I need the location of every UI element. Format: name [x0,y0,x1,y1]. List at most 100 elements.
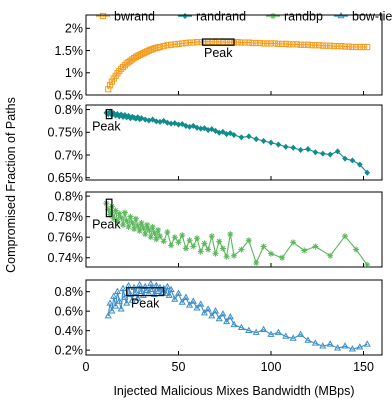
legend-marker [270,13,276,19]
data-point [121,293,129,300]
data-point [194,124,200,131]
data-point [297,330,305,337]
data-point [164,119,171,126]
data-point [182,39,190,47]
data-point [193,304,201,311]
data-point [275,40,282,47]
data-point [183,122,189,129]
y-tick-label: 0.4% [55,324,84,338]
y-tick-label: 0.76% [48,231,83,245]
data-point [208,312,216,319]
data-point [212,127,219,134]
data-point [341,43,349,50]
data-point [120,221,126,228]
legend-marker [182,12,188,20]
data-point [345,43,352,50]
data-point [163,282,171,290]
data-point [110,215,117,222]
data-point [194,235,200,242]
data-point [150,290,159,297]
peak-box [201,38,235,46]
data-point [179,121,186,128]
data-point [319,150,326,157]
legend-entry-bwrand: bwrand [96,10,155,24]
data-point [364,43,371,51]
chart-panels: 0.5%1%1.5%2%Peak0.65%0.7%0.75%0.8%Peak0.… [48,14,383,357]
data-point [338,43,345,50]
data-point [215,314,223,322]
data-point [179,40,186,47]
data-point [201,125,208,132]
data-point [126,290,134,297]
data-point [208,233,215,240]
data-point [312,42,319,49]
data-point [137,287,146,294]
legend-entry-randbp: randbp [266,10,323,24]
data-point [140,224,147,231]
peak-box [126,287,165,297]
series-markers-randbp [103,200,371,268]
panel-frame [85,279,383,356]
data-point [234,39,241,46]
data-point [223,317,231,325]
data-point [342,155,348,162]
data-point [108,307,116,314]
y-tick-label: 0.75% [48,126,83,140]
data-point [144,221,151,228]
x-tick-label: 50 [172,360,186,374]
data-point [297,41,304,48]
data-point [223,253,230,260]
data-point [342,233,348,240]
data-point [304,41,312,48]
data-point [271,40,278,47]
data-point [305,146,311,153]
data-point [245,326,253,333]
data-point [157,118,163,125]
data-point [108,78,116,85]
data-point [153,118,160,125]
x-axis-title: Injected Malicious Mixes Bandwidth (MBps… [113,384,354,398]
data-point [231,252,237,259]
data-point [119,63,127,71]
data-point [242,39,249,46]
x-tick-label: 150 [353,360,374,374]
x-tick-label: 0 [83,360,90,374]
peak-box [105,198,113,218]
data-point [160,117,167,124]
data-point [164,229,171,236]
x-tick-label: 100 [261,360,282,374]
data-point [282,40,289,47]
data-point [304,336,312,343]
data-point [143,286,151,294]
data-point [114,218,121,225]
panel-bwrand: 0.5% 1% 1.5% 2% Peak [55,14,383,102]
data-point [231,131,237,139]
legend-label: bwrand [114,10,155,24]
data-point [165,291,173,298]
data-point [123,217,130,224]
legend-label: randrand [196,10,246,24]
data-point [179,232,186,239]
data-point [123,299,131,306]
y-tick-label: 0.8% [55,103,84,117]
data-point [260,325,268,332]
data-point [279,254,286,261]
data-point [201,240,208,247]
y-axis-title: Compromised Fraction of Paths [4,97,18,273]
data-point [275,141,282,148]
y-tick-label: 0.74% [48,251,83,265]
legend-entry-bow-tie: bow-tie [334,10,392,24]
data-point [175,40,182,47]
peak-label: Peak [204,46,233,60]
data-point [145,227,152,234]
data-point [119,284,127,292]
data-point [149,285,157,293]
panel-randbp: 0.74% 0.76% 0.78% 0.8% Peak [48,189,383,268]
data-point [349,43,356,51]
data-point [290,41,297,48]
data-point [149,223,156,230]
data-point [219,245,226,252]
data-point [267,330,275,337]
panel-frame [85,14,383,96]
legend-entry-randrand: randrand [178,10,246,24]
